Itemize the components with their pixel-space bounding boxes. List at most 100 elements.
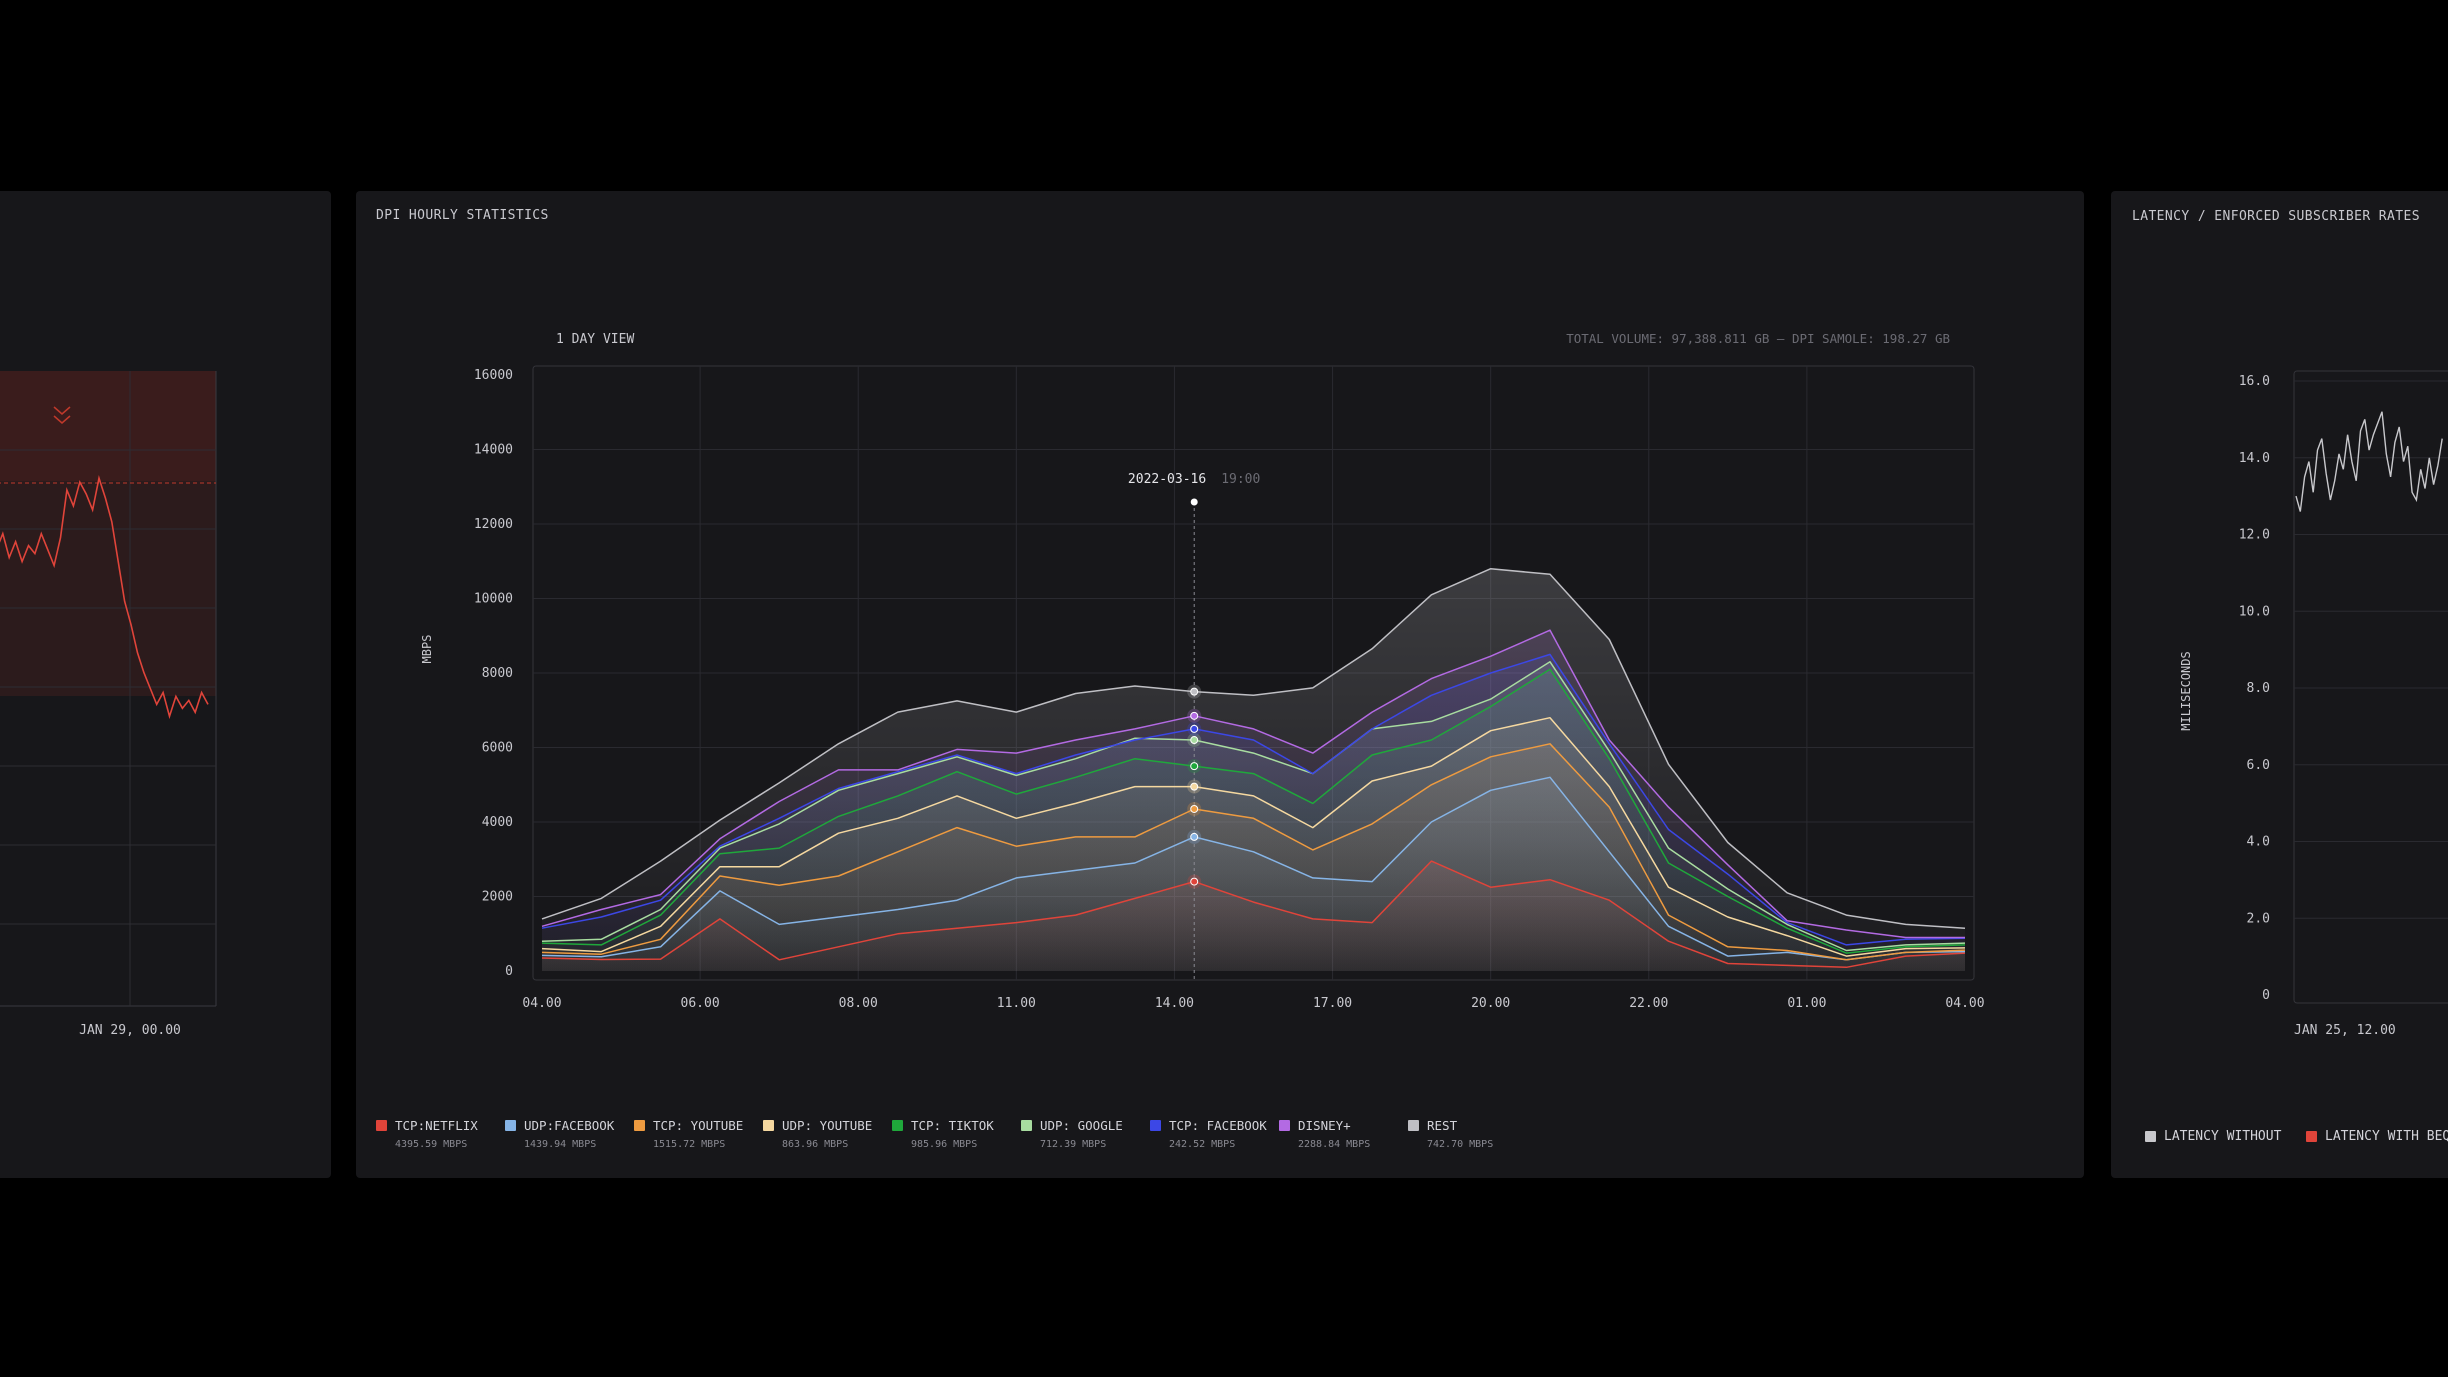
legend-item[interactable]: TCP:NETFLIX 4395.59 MBPS [376,1118,505,1150]
legend-row: UDP: YOUTUBE [763,1118,892,1133]
view-label: 1 DAY VIEW [556,332,634,347]
legend-swatch [892,1120,903,1131]
latency-chart: 16.0 14.0 12.0 10.0 8.0 6.0 4.0 2.0 0 MILISECOND… [2179,370,2448,1038]
tooltip-time: 19:00 [1221,472,1260,487]
legend-swatch [1408,1120,1419,1131]
x-tick-label: 14.00 [1155,996,1194,1011]
series-line-tcp-tiktok[interactable] [541,668,1966,954]
y-tick-label: 14000 [474,443,513,458]
latency-grid [2294,380,2448,919]
series-areas [542,568,1965,971]
chart-legend: TCP:NETFLIX 4395.59 MBPS UDP:FACEBOOK 1439.… [376,1118,1537,1150]
legend-swatch [2306,1131,2317,1142]
left-alert-region [0,371,216,481]
legend-label: UDP:FACEBOOK [524,1118,615,1133]
left-series-line [0,475,209,720]
legend-item[interactable]: TCP: FACEBOOK 242.52 MBPS [1150,1118,1279,1150]
legend-value: 712.39 MBPS [1040,1139,1107,1150]
series-line-udp-google[interactable] [541,661,1966,952]
x-tick-label: 22.00 [1629,996,1668,1011]
latency-y-ticks: 16.0 14.0 12.0 10.0 8.0 6.0 4.0 2.0 0 [2239,374,2270,1003]
series-area-rest [542,568,1965,971]
legend-swatch [763,1120,774,1131]
series-line-tcp-facebook[interactable] [541,653,1966,946]
latency-panel-title: LATENCY / ENFORCED SUBSCRIBER RATES [2132,209,2420,224]
legend-label: REST [1427,1118,1458,1133]
legend-swatch [505,1120,516,1131]
tooltip-marker [1190,877,1199,886]
left-chart: JAN 29, 00.00 [0,371,217,1038]
x-tick-label: 01.00 [1787,996,1826,1011]
tooltip-anchor-dot [1190,498,1198,506]
left-alert-region-fade [0,481,216,696]
legend-value: 2288.84 MBPS [1298,1139,1371,1150]
legend-item[interactable]: UDP:FACEBOOK 1439.94 MBPS [505,1118,634,1150]
series-line-tcp-netflix[interactable] [541,860,1966,969]
latency-y-axis-label: MILISECONDS [2179,651,2193,730]
legend-swatch [376,1120,387,1131]
latency-y-tick: 4.0 [2247,835,2270,850]
tooltip-marker [1190,804,1199,813]
legend-item[interactable]: DISNEY+ 2288.84 MBPS [1279,1118,1408,1150]
tooltip-marker [1190,736,1199,745]
y-tick-label: 12000 [474,517,513,532]
series-line-disney-[interactable] [541,629,1965,939]
legend-value: 1439.94 MBPS [524,1139,597,1150]
legend-swatch [1150,1120,1161,1131]
tooltip-marker [1190,782,1199,791]
legend-item[interactable]: UDP: GOOGLE 712.39 MBPS [1021,1118,1150,1150]
latency-y-tick: 8.0 [2247,681,2270,696]
left-chart-panel: JAN 29, 00.00 [0,191,331,1178]
series-line-rest[interactable] [541,567,1966,929]
y-tick-label: 4000 [482,815,513,830]
legend-label: TCP: YOUTUBE [653,1118,744,1133]
legend-label: TCP: FACEBOOK [1169,1118,1267,1133]
y-tick-label: 2000 [482,890,513,905]
legend-label: TCP:NETFLIX [395,1118,478,1133]
series-line-tcp-youtube[interactable] [541,743,1966,961]
left-x-tick: JAN 29, 00.00 [79,1023,181,1038]
legend-item[interactable]: UDP: YOUTUBE 863.96 MBPS [763,1118,892,1150]
latency-without-line [2295,411,2443,512]
legend-latency-without-label: LATENCY WITHOUT [2164,1129,2282,1144]
left-chevron-icon [53,406,71,424]
x-tick-label: 17.00 [1313,996,1352,1011]
legend-label: UDP: GOOGLE [1040,1118,1123,1133]
legend-value: 742.70 MBPS [1427,1139,1494,1150]
tooltip-marker [1190,762,1199,771]
latency-y-tick: 6.0 [2247,758,2270,773]
legend-row: TCP:NETFLIX [376,1118,505,1133]
tooltip-markers [1187,684,1202,889]
legend-value: 4395.59 MBPS [395,1139,468,1150]
legend-latency-with-beq[interactable]: LATENCY WITH BEQ [2306,1129,2448,1144]
series-line-udp-facebook[interactable] [541,776,1966,961]
dpi-area-chart[interactable]: 1 DAY VIEW TOTAL VOLUME: 97,388.811 GB –… [356,191,2084,1091]
latency-y-tick: 0 [2262,988,2270,1003]
legend-row: UDP:FACEBOOK [505,1118,634,1133]
latency-y-tick: 2.0 [2247,911,2270,926]
y-tick-label: 16000 [474,368,513,383]
legend-row: TCP: TIKTOK [892,1118,1021,1133]
total-volume-label: TOTAL VOLUME: 97,388.811 GB – DPI SAMOLE… [1566,331,1950,346]
y-tick-label: 6000 [482,741,513,756]
legend-value: 863.96 MBPS [782,1139,849,1150]
legend-swatch [1021,1120,1032,1131]
tooltip-marker [1190,724,1199,733]
legend-value: 1515.72 MBPS [653,1139,726,1150]
x-tick-label: 11.00 [997,996,1036,1011]
latency-panel: LATENCY / ENFORCED SUBSCRIBER RATES 16.0… [2111,191,2448,1178]
tooltip-marker [1190,832,1199,841]
y-axis-label: MBPS [420,635,434,664]
series-line-udp-youtube[interactable] [541,716,1966,957]
y-tick-label: 8000 [482,666,513,681]
legend-item[interactable]: REST 742.70 MBPS [1408,1118,1537,1150]
legend-item[interactable]: TCP: TIKTOK 985.96 MBPS [892,1118,1021,1150]
legend-latency-without[interactable]: LATENCY WITHOUT [2145,1129,2281,1144]
legend-value: 242.52 MBPS [1169,1139,1236,1150]
latency-x-tick: JAN 25, 12.00 [2294,1023,2396,1038]
legend-item[interactable]: TCP: YOUTUBE 1515.72 MBPS [634,1118,763,1150]
latency-y-tick: 10.0 [2239,604,2270,619]
latency-y-tick: 12.0 [2239,528,2270,543]
tooltip-marker [1190,687,1199,696]
x-tick-label: 06.00 [681,996,720,1011]
